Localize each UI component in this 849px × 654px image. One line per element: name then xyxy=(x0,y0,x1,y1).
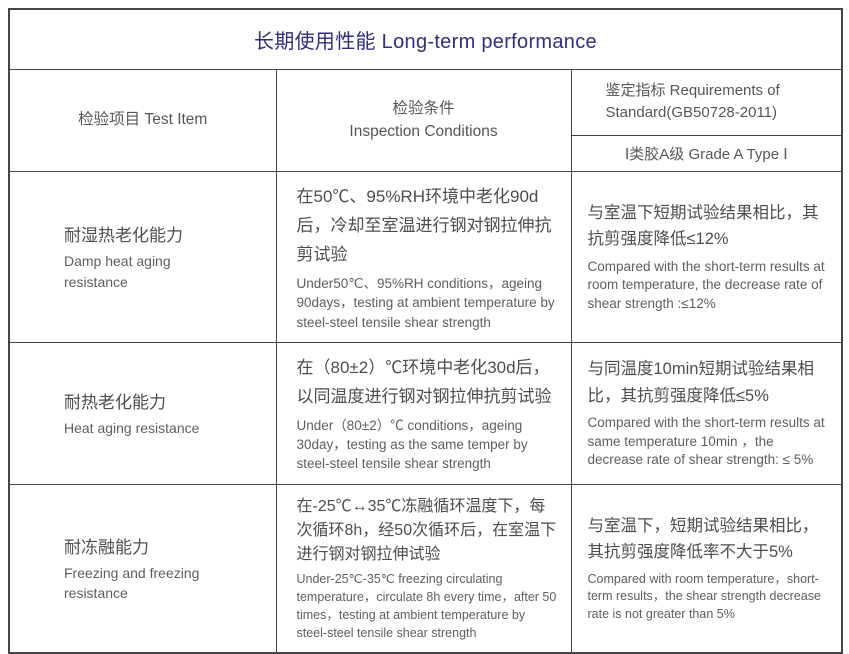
condition-text-zh: 在（80±2）℃环境中老化30d后，以同温度进行钢对钢拉伸抗剪试验 xyxy=(296,357,552,406)
requirement-text-en: Compared with room temperature，short-ter… xyxy=(587,571,821,622)
cell-condition-heat-aging: 在（80±2）℃环境中老化30d后，以同温度进行钢对钢拉伸抗剪试验 Under（… xyxy=(275,341,572,485)
item-label-en: Damp heat aging resistance xyxy=(64,253,171,290)
cell-requirement-freezing: 与室温下，短期试验结果相比，其抗剪强度降低率不大于5% Compared wit… xyxy=(570,483,843,654)
requirement-text-zh: 与室温下，短期试验结果相比，其抗剪强度降低率不大于5% xyxy=(587,516,819,562)
requirement-text-en: Compared with the short-term results at … xyxy=(587,415,825,468)
header-requirements: 鉴定指标 Requirements of Standard(GB50728-20… xyxy=(570,68,843,136)
cell-item-damp-heat: 耐湿热老化能力 Damp heat aging resistance xyxy=(8,170,277,343)
requirement-text-zh: 与同温度10min短期试验结果相比，其抗剪强度降低≤5% xyxy=(587,360,814,405)
table-row: 耐热老化能力 Heat aging resistance 在（80±2）℃环境中… xyxy=(8,341,843,485)
header-grade: Ⅰ类胶A级 Grade A Type Ⅰ xyxy=(570,134,843,172)
table-title: 长期使用性能 Long-term performance xyxy=(8,8,843,70)
condition-text-zh: 在-25℃↔35℃冻融循环温度下，每次循环8h，经50次循环后，在室温下进行钢对… xyxy=(296,497,557,563)
condition-text-en: Under-25℃-35℃ freezing circulating tempe… xyxy=(296,571,557,640)
cell-condition-freezing: 在-25℃↔35℃冻融循环温度下，每次循环8h，经50次循环后，在室温下进行钢对… xyxy=(275,483,572,654)
item-label-zh: 耐湿热老化能力 xyxy=(64,226,183,246)
condition-text-en: Under（80±2）℃ conditions，ageing 30day，tes… xyxy=(296,418,528,472)
cell-requirement-heat-aging: 与同温度10min短期试验结果相比，其抗剪强度降低≤5% Compared wi… xyxy=(570,341,843,485)
header-inspection-conditions: 检验条件 Inspection Conditions xyxy=(275,68,572,172)
cell-item-heat-aging: 耐热老化能力 Heat aging resistance xyxy=(8,341,277,485)
header-requirements-line2: Standard(GB50728-2011) xyxy=(605,104,778,121)
cell-requirement-damp-heat: 与室温下短期试验结果相比，其抗剪强度降低≤12% Compared with t… xyxy=(570,170,843,343)
header-inspection-conditions-zh: 检验条件 xyxy=(392,99,455,117)
header-grade-row: Ⅰ类胶A级 Grade A Type Ⅰ xyxy=(9,134,843,172)
requirement-text-zh: 与室温下短期试验结果相比，其抗剪强度降低≤12% xyxy=(587,203,819,249)
item-label-en: Freezing and freezing resistance xyxy=(64,565,200,602)
item-label-zh: 耐热老化能力 xyxy=(64,392,166,412)
requirement-text-en: Compared with the short-term results at … xyxy=(587,258,825,311)
item-label-zh: 耐冻融能力 xyxy=(64,538,149,558)
header-inspection-conditions-en: Inspection Conditions xyxy=(349,123,498,140)
long-term-performance-table: 长期使用性能 Long-term performance 检验项目 Test I… xyxy=(8,8,843,654)
table-title-row: 长期使用性能 Long-term performance xyxy=(8,8,843,70)
condition-text-en: Under50℃、95%RH conditions，ageing 90days，… xyxy=(296,276,555,330)
cell-item-freezing: 耐冻融能力 Freezing and freezing resistance xyxy=(8,483,277,654)
table-row: 耐冻融能力 Freezing and freezing resistance 在… xyxy=(8,483,843,654)
header-row: 检验项目 Test Item 检验条件 Inspection Condition… xyxy=(8,68,843,172)
item-label-en: Heat aging resistance xyxy=(64,419,200,436)
header-test-item: 检验项目 Test Item xyxy=(8,68,277,172)
header-requirements-line1: 鉴定指标 Requirements of xyxy=(605,81,780,99)
condition-text-zh: 在50℃、95%RH环境中老化90d后，冷却至室温进行钢对钢拉伸抗剪试验 xyxy=(296,186,552,264)
table-row: 耐湿热老化能力 Damp heat aging resistance 在50℃、… xyxy=(8,170,843,343)
cell-condition-damp-heat: 在50℃、95%RH环境中老化90d后，冷却至室温进行钢对钢拉伸抗剪试验 Und… xyxy=(275,170,572,343)
